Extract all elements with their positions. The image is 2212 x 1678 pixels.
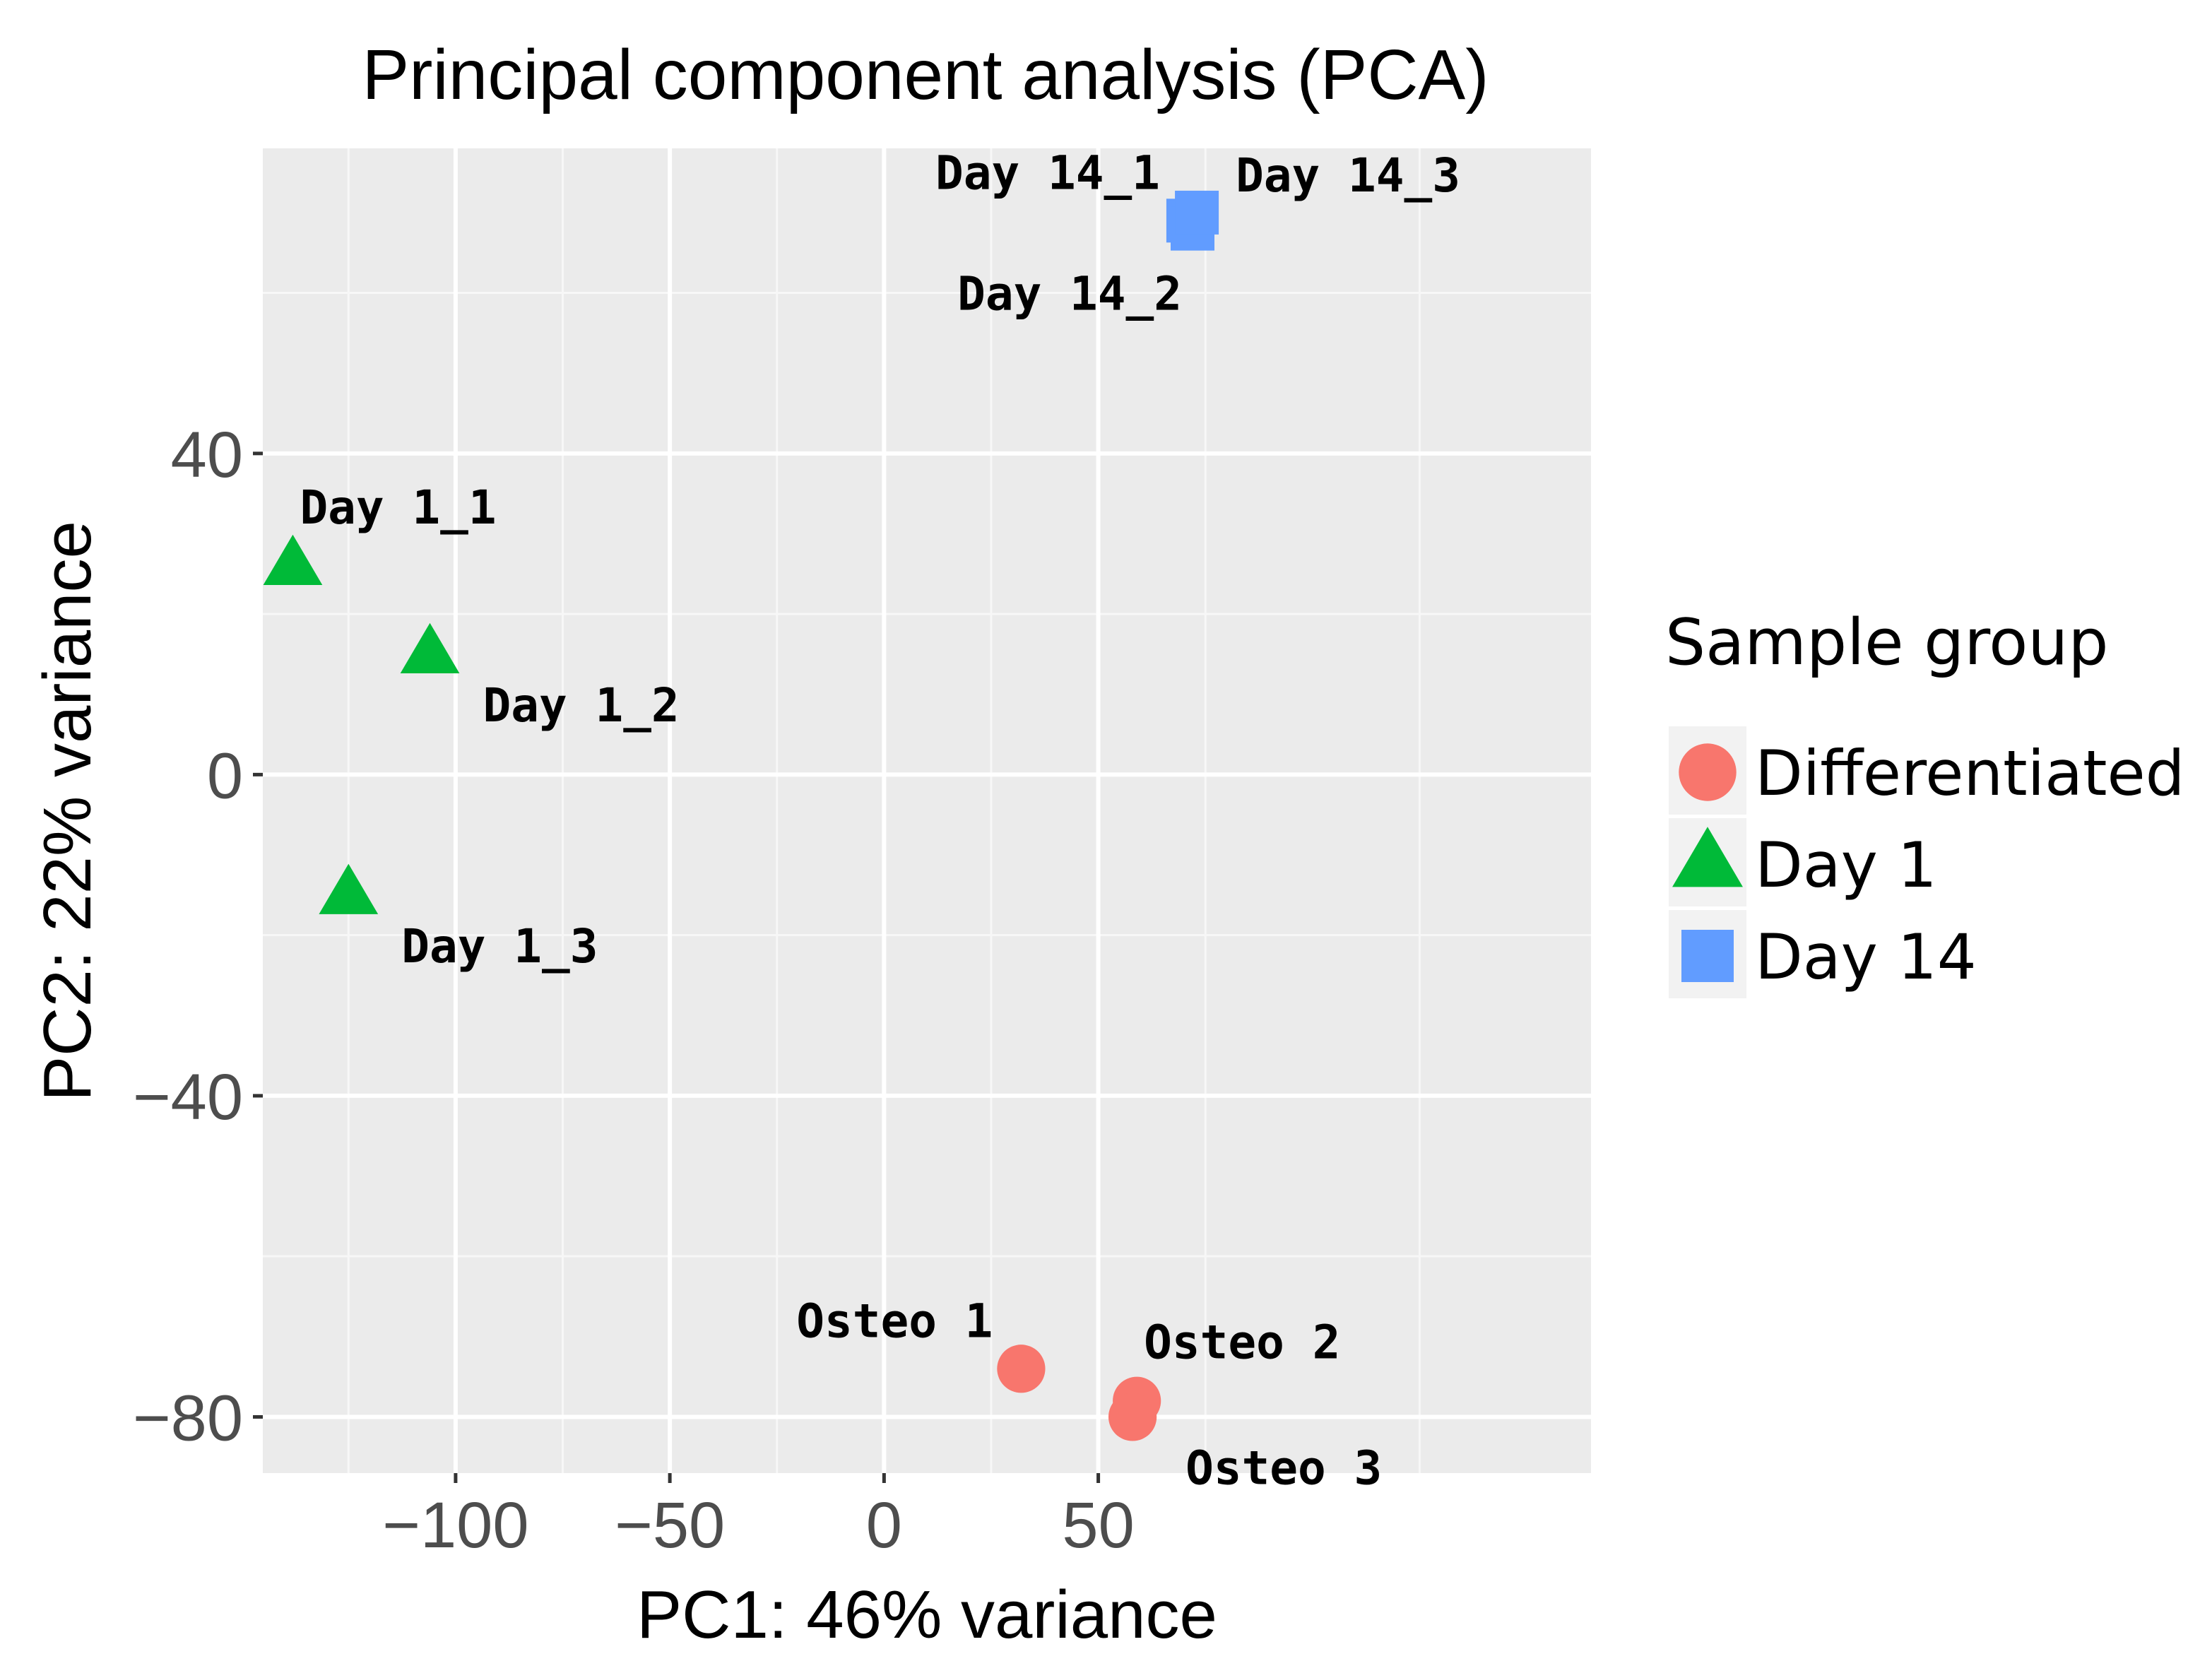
point-day-14_3 xyxy=(1175,190,1219,235)
legend-label: Day 1 xyxy=(1755,829,1937,902)
point-osteo-1 xyxy=(997,1345,1046,1393)
legend-key-triangle xyxy=(1672,827,1743,887)
legend-keys: Differentiated Day 1 Day 14 xyxy=(1669,726,2185,998)
legend: Sample group Differentiated Day 1 Day 14 xyxy=(1665,605,2185,998)
point-label: Day 1_3 xyxy=(401,919,598,974)
point-label: Osteo 2 xyxy=(1144,1316,1340,1370)
point-day-1_2 xyxy=(400,622,460,674)
x-axis-title: PC1: 46% variance xyxy=(637,1577,1217,1653)
point-label: Day 1_2 xyxy=(483,678,680,733)
y-tick-label: 0 xyxy=(207,740,243,812)
legend-key-circle xyxy=(1679,743,1737,801)
point-label: Day 14_2 xyxy=(957,267,1182,321)
point-labels: Osteo 1 Osteo 2 Osteo 3 Day 1_1 Day 1_2 Day 1… xyxy=(300,146,1460,1495)
data-points xyxy=(263,190,1219,1441)
plot-panel xyxy=(263,148,1591,1473)
point-osteo-3 xyxy=(1108,1393,1157,1441)
x-tick-label: 50 xyxy=(1062,1489,1134,1561)
y-axis-title: PC2: 22% variance xyxy=(30,521,105,1101)
x-tick-label: −50 xyxy=(615,1489,725,1561)
x-tick-label: 0 xyxy=(866,1489,902,1561)
y-tick-label: −40 xyxy=(133,1061,243,1133)
x-tick-label: −100 xyxy=(382,1489,528,1561)
legend-title: Sample group xyxy=(1665,605,2108,680)
axes: −100 −50 0 50 −80 −40 0 40 xyxy=(133,419,1135,1561)
point-day-1_3 xyxy=(319,863,379,914)
point-label: Osteo 3 xyxy=(1185,1441,1382,1495)
chart-title: Principal component analysis (PCA) xyxy=(362,35,1489,114)
legend-label: Day 14 xyxy=(1755,921,1977,993)
legend-label: Differentiated xyxy=(1755,737,2185,810)
point-label: Day 14_1 xyxy=(935,146,1160,200)
legend-key-square xyxy=(1681,930,1734,982)
point-day-1_1 xyxy=(263,534,323,586)
y-tick-label: −80 xyxy=(133,1382,243,1454)
point-label: Day 1_1 xyxy=(300,480,496,535)
point-label: Osteo 1 xyxy=(796,1294,993,1348)
point-label: Day 14_3 xyxy=(1236,148,1460,203)
gridlines xyxy=(263,148,1591,1473)
y-tick-label: 40 xyxy=(171,419,243,491)
